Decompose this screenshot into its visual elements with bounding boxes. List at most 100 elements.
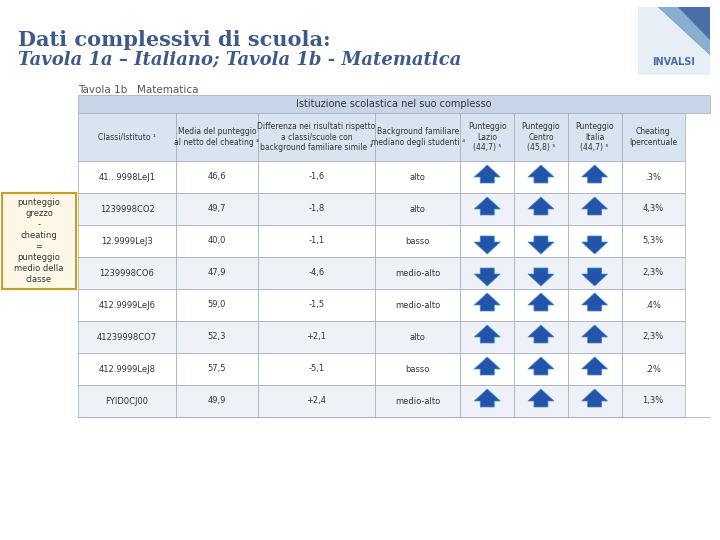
- Polygon shape: [474, 197, 500, 215]
- Text: medio-alto: medio-alto: [395, 268, 441, 278]
- Text: 2,3%: 2,3%: [642, 333, 664, 341]
- Bar: [621, 257, 685, 289]
- Bar: [514, 257, 568, 289]
- Bar: [621, 161, 685, 193]
- Text: Classi/Istituto ¹: Classi/Istituto ¹: [98, 132, 156, 141]
- Bar: [258, 257, 375, 289]
- Text: basso: basso: [405, 364, 430, 374]
- Text: alto: alto: [410, 333, 426, 341]
- Polygon shape: [474, 325, 500, 343]
- Bar: [621, 113, 685, 161]
- Bar: [258, 161, 375, 193]
- Bar: [621, 289, 685, 321]
- Bar: [568, 225, 621, 257]
- Polygon shape: [474, 357, 500, 375]
- Text: Background familiare
mediano degli studenti ⁴: Background familiare mediano degli stude…: [371, 127, 465, 147]
- Bar: [176, 113, 258, 161]
- Bar: [568, 257, 621, 289]
- Bar: [460, 321, 514, 353]
- Text: -1,1: -1,1: [308, 237, 325, 246]
- Text: 49,7: 49,7: [208, 205, 226, 213]
- Bar: [78, 353, 176, 385]
- Text: Tavola 1b   Matematica: Tavola 1b Matematica: [78, 85, 199, 95]
- Bar: [78, 321, 176, 353]
- Text: medio-alto: medio-alto: [395, 396, 441, 406]
- Bar: [460, 113, 514, 161]
- Bar: [568, 161, 621, 193]
- Bar: [375, 289, 460, 321]
- Text: alto: alto: [410, 172, 426, 181]
- Text: Differenza nei risultati rispetto
a classi/scuole con
background familiare simil: Differenza nei risultati rispetto a clas…: [257, 122, 376, 152]
- Bar: [375, 321, 460, 353]
- Polygon shape: [528, 268, 554, 286]
- Bar: [258, 321, 375, 353]
- Bar: [78, 257, 176, 289]
- Text: 49,9: 49,9: [208, 396, 226, 406]
- Bar: [176, 161, 258, 193]
- Polygon shape: [658, 7, 710, 55]
- Text: -5,1: -5,1: [308, 364, 325, 374]
- Text: Media del punteggio
al netto del cheating ²: Media del punteggio al netto del cheatin…: [174, 127, 260, 147]
- Bar: [375, 161, 460, 193]
- Text: +2,4: +2,4: [307, 396, 327, 406]
- Text: Tavola 1a – Italiano; Tavola 1b - Matematica: Tavola 1a – Italiano; Tavola 1b - Matema…: [18, 50, 462, 68]
- Polygon shape: [474, 268, 500, 286]
- Bar: [176, 289, 258, 321]
- Text: -1,6: -1,6: [308, 172, 325, 181]
- Text: 1239998CO2: 1239998CO2: [99, 205, 154, 213]
- Text: 59,0: 59,0: [208, 300, 226, 309]
- Bar: [460, 353, 514, 385]
- Text: .3%: .3%: [645, 172, 661, 181]
- Text: 46,6: 46,6: [208, 172, 226, 181]
- Bar: [514, 321, 568, 353]
- Bar: [514, 113, 568, 161]
- Bar: [375, 193, 460, 225]
- Bar: [78, 385, 176, 417]
- Text: 12.9999LeJ3: 12.9999LeJ3: [101, 237, 153, 246]
- Polygon shape: [582, 389, 608, 407]
- Bar: [460, 161, 514, 193]
- Bar: [460, 385, 514, 417]
- Bar: [514, 353, 568, 385]
- Bar: [568, 289, 621, 321]
- Bar: [176, 257, 258, 289]
- Polygon shape: [582, 236, 608, 254]
- Text: punteggio
grezzo
-
cheating
=
punteggio
medio della
classe: punteggio grezzo - cheating = punteggio …: [14, 198, 63, 285]
- Bar: [568, 193, 621, 225]
- Text: 47,9: 47,9: [208, 268, 226, 278]
- Text: -1,8: -1,8: [308, 205, 325, 213]
- Bar: [78, 113, 176, 161]
- Text: basso: basso: [405, 237, 430, 246]
- Bar: [78, 161, 176, 193]
- Text: +2,1: +2,1: [307, 333, 327, 341]
- Bar: [258, 385, 375, 417]
- Text: -4,6: -4,6: [308, 268, 325, 278]
- Bar: [621, 353, 685, 385]
- Bar: [621, 193, 685, 225]
- Bar: [258, 353, 375, 385]
- Text: FYID0CJ00: FYID0CJ00: [105, 396, 148, 406]
- Bar: [258, 193, 375, 225]
- Text: Punteggio
Italia
(44,7) ⁵: Punteggio Italia (44,7) ⁵: [575, 122, 614, 152]
- Bar: [375, 257, 460, 289]
- Bar: [638, 7, 710, 75]
- Text: 412.9999LeJ8: 412.9999LeJ8: [99, 364, 156, 374]
- Text: 40,0: 40,0: [208, 237, 226, 246]
- Polygon shape: [528, 236, 554, 254]
- Polygon shape: [582, 268, 608, 286]
- Bar: [78, 95, 710, 113]
- Text: 1,3%: 1,3%: [642, 396, 664, 406]
- Bar: [568, 113, 621, 161]
- Bar: [176, 321, 258, 353]
- Bar: [258, 113, 375, 161]
- Polygon shape: [474, 293, 500, 311]
- Bar: [176, 225, 258, 257]
- Text: Punteggio
Centro
(45,8) ⁵: Punteggio Centro (45,8) ⁵: [521, 122, 560, 152]
- Bar: [176, 193, 258, 225]
- Bar: [514, 289, 568, 321]
- Text: 4,3%: 4,3%: [642, 205, 664, 213]
- Bar: [2, 193, 76, 289]
- Polygon shape: [474, 165, 500, 183]
- Text: -1,5: -1,5: [308, 300, 325, 309]
- Bar: [460, 193, 514, 225]
